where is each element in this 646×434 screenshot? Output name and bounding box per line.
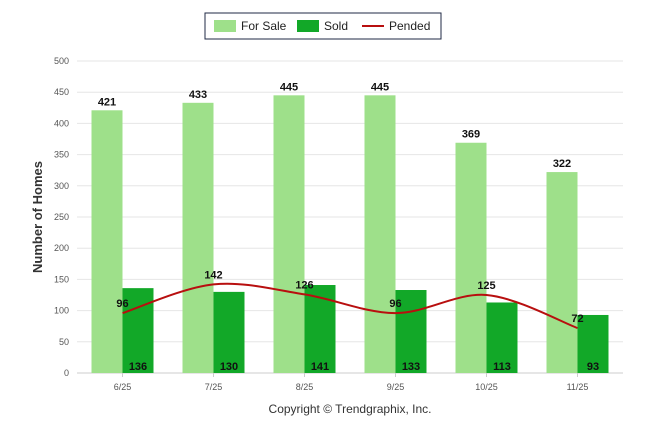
y-tick-label: 400 [54,118,69,128]
legend-swatch-for-sale [214,20,236,32]
y-tick-label: 150 [54,274,69,284]
y-tick-label: 200 [54,243,69,253]
bar-for-sale [91,110,123,374]
bar-sold [213,291,245,373]
x-tick-label: 10/25 [475,382,498,392]
data-label-sold: 130 [220,361,238,373]
data-label-pended: 125 [477,280,495,292]
x-tick-label: 9/25 [387,382,405,392]
legend-box [204,12,442,40]
legend: For Sale Sold Pended [204,12,442,40]
bar-for-sale [546,172,578,373]
data-label-pended: 126 [295,279,313,291]
data-labels: 421 136 433 130 445 141 445 133 369 113 322 93 96 142… [98,81,599,373]
y-tick-label: 500 [54,56,69,66]
x-axis-ticks: 6/25 7/25 8/25 9/25 10/25 11/25 [114,373,589,392]
bar-for-sale [182,102,214,374]
data-label-sold: 113 [493,361,511,373]
y-tick-label: 250 [54,212,69,222]
bar-sold [122,288,154,373]
bar-for-sale [455,142,487,373]
bars [91,95,609,374]
y-tick-label: 450 [54,87,69,97]
data-label-for-sale: 322 [553,158,571,170]
y-tick-label: 300 [54,181,69,191]
bar-sold [395,290,427,373]
data-label-for-sale: 445 [371,81,389,93]
legend-label-pended: Pended [389,19,430,33]
data-label-pended: 142 [204,269,222,281]
legend-label-for-sale: For Sale [241,19,287,33]
data-label-for-sale: 369 [462,129,480,141]
y-tick-label: 0 [64,368,69,378]
bar-sold [577,314,609,373]
x-tick-label: 7/25 [205,382,223,392]
bar-for-sale [273,95,305,373]
y-tick-label: 350 [54,150,69,160]
data-label-sold: 93 [587,361,599,373]
data-label-pended: 96 [389,298,401,310]
gridlines [77,60,623,374]
pended-line [122,282,578,330]
data-label-sold: 133 [402,361,420,373]
bar-for-sale [364,95,396,373]
data-label-for-sale: 433 [189,89,207,101]
pended-series-line [122,282,578,330]
data-label-sold: 141 [311,361,329,373]
data-label-pended: 96 [116,298,128,310]
data-label-for-sale: 445 [280,81,298,93]
x-tick-label: 8/25 [296,382,314,392]
copyright-credit: Copyright © Trendgraphix, Inc. [269,402,432,416]
x-tick-label: 11/25 [567,382,589,392]
legend-swatch-sold [297,20,319,32]
y-axis-label: Number of Homes [30,161,45,273]
data-label-for-sale: 421 [98,96,116,108]
data-label-sold: 136 [129,361,147,373]
y-tick-label: 100 [54,306,69,316]
y-axis-ticks: 0 50 100 150 200 250 300 350 400 450 500 [54,56,69,378]
legend-label-sold: Sold [324,19,348,33]
x-tick-label: 6/25 [114,382,132,392]
bar-sold [486,302,518,373]
y-tick-label: 50 [59,337,69,347]
data-label-pended: 72 [571,313,583,325]
